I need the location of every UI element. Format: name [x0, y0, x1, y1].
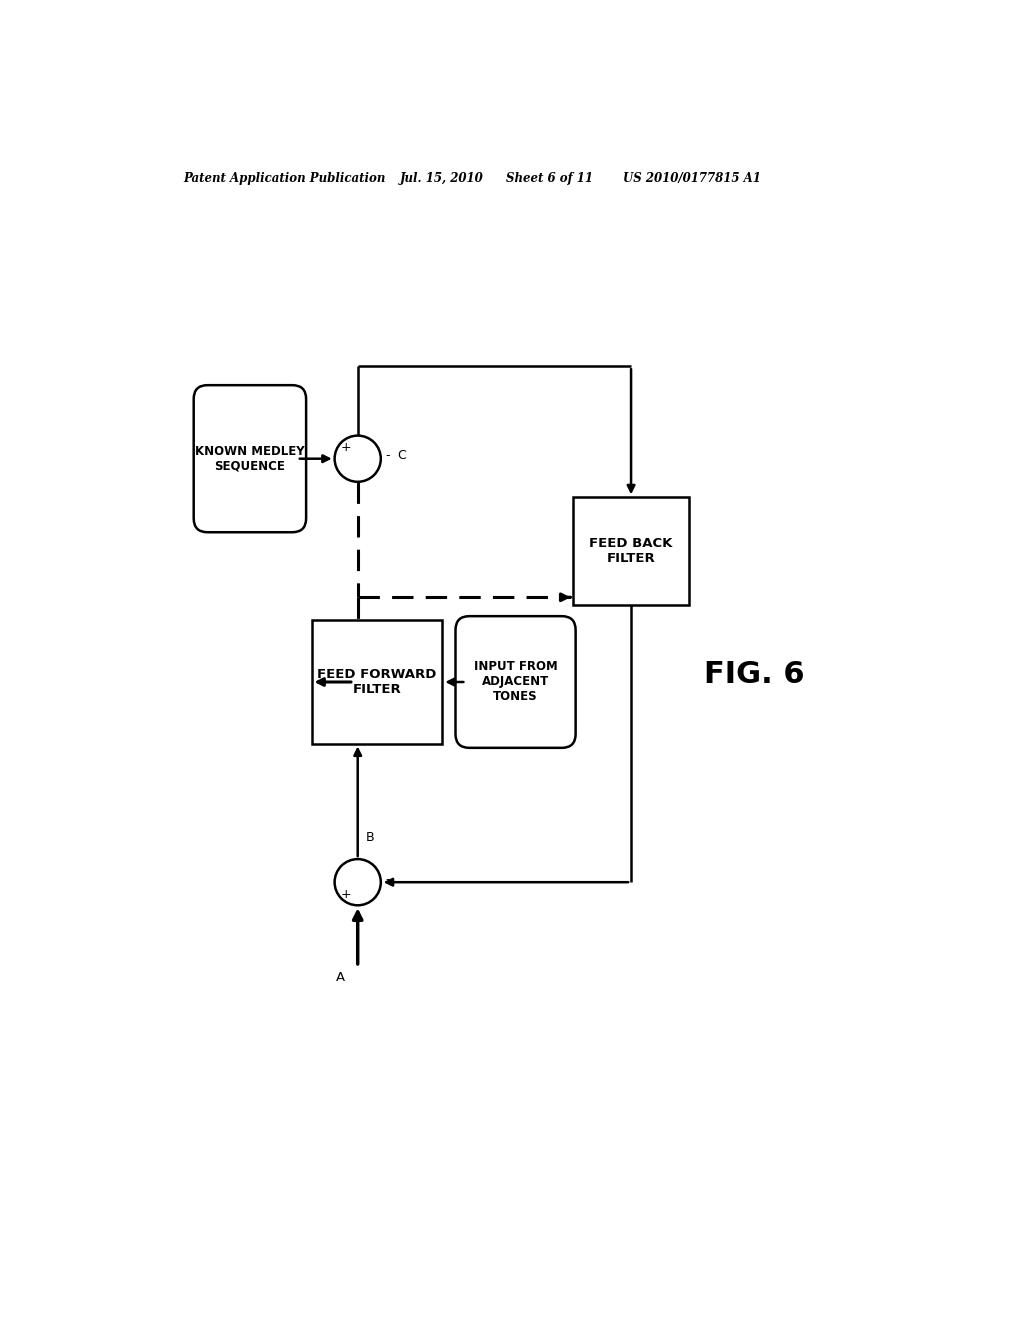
- Text: US 2010/0177815 A1: US 2010/0177815 A1: [624, 173, 761, 185]
- Text: Jul. 15, 2010: Jul. 15, 2010: [400, 173, 483, 185]
- Text: Sheet 6 of 11: Sheet 6 of 11: [506, 173, 593, 185]
- Text: C: C: [397, 449, 407, 462]
- Text: KNOWN MEDLEY
SEQUENCE: KNOWN MEDLEY SEQUENCE: [196, 445, 305, 473]
- Circle shape: [335, 859, 381, 906]
- Text: FIG. 6: FIG. 6: [703, 660, 805, 689]
- Text: -: -: [385, 449, 390, 462]
- Circle shape: [335, 436, 381, 482]
- Text: FEED BACK
FILTER: FEED BACK FILTER: [590, 537, 673, 565]
- Text: FEED FORWARD
FILTER: FEED FORWARD FILTER: [317, 668, 436, 696]
- Text: +: +: [341, 441, 351, 454]
- FancyBboxPatch shape: [456, 616, 575, 748]
- FancyBboxPatch shape: [194, 385, 306, 532]
- Text: +: +: [341, 888, 351, 902]
- Text: A: A: [336, 970, 345, 983]
- Text: INPUT FROM
ADJACENT
TONES: INPUT FROM ADJACENT TONES: [474, 660, 557, 704]
- Text: -: -: [385, 873, 390, 886]
- FancyBboxPatch shape: [573, 498, 689, 605]
- FancyBboxPatch shape: [311, 620, 442, 743]
- Text: B: B: [366, 830, 374, 843]
- Text: Patent Application Publication: Patent Application Publication: [183, 173, 385, 185]
